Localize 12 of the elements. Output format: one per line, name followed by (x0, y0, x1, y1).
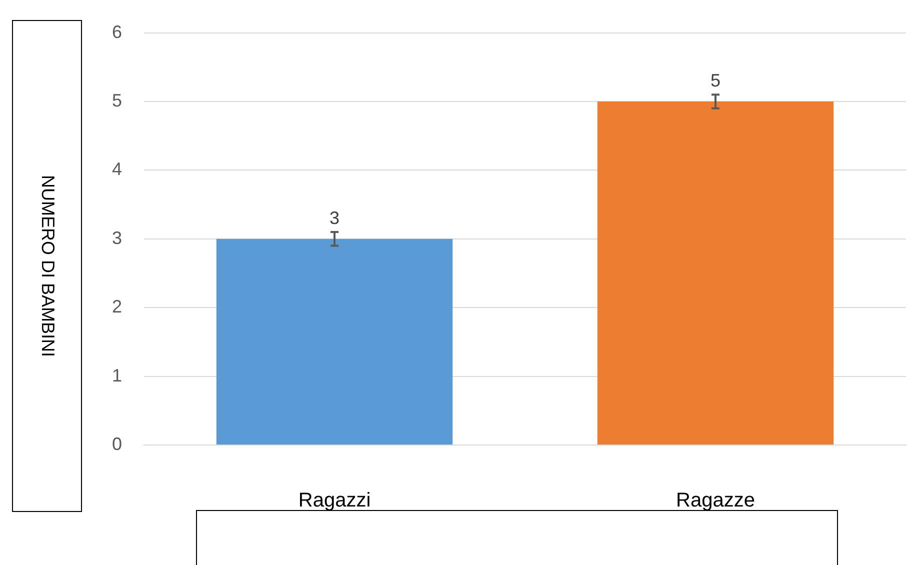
x-tick-label: Ragazzi (298, 490, 371, 512)
y-axis-title: NUMERO DI BAMBINI (38, 174, 58, 358)
y-tick-label: 4 (112, 159, 122, 180)
y-tick-label: 2 (112, 296, 122, 317)
y-tick-label: 6 (112, 22, 122, 42)
y-tick-label: 1 (112, 365, 122, 386)
y-tick-label: 0 (112, 434, 122, 454)
data-label: 5 (710, 70, 721, 91)
data-label: 3 (330, 208, 340, 228)
y-tick-label: 3 (112, 228, 122, 248)
x-tick-label: Ragazze (676, 490, 755, 512)
y-tick-label: 5 (112, 90, 122, 110)
